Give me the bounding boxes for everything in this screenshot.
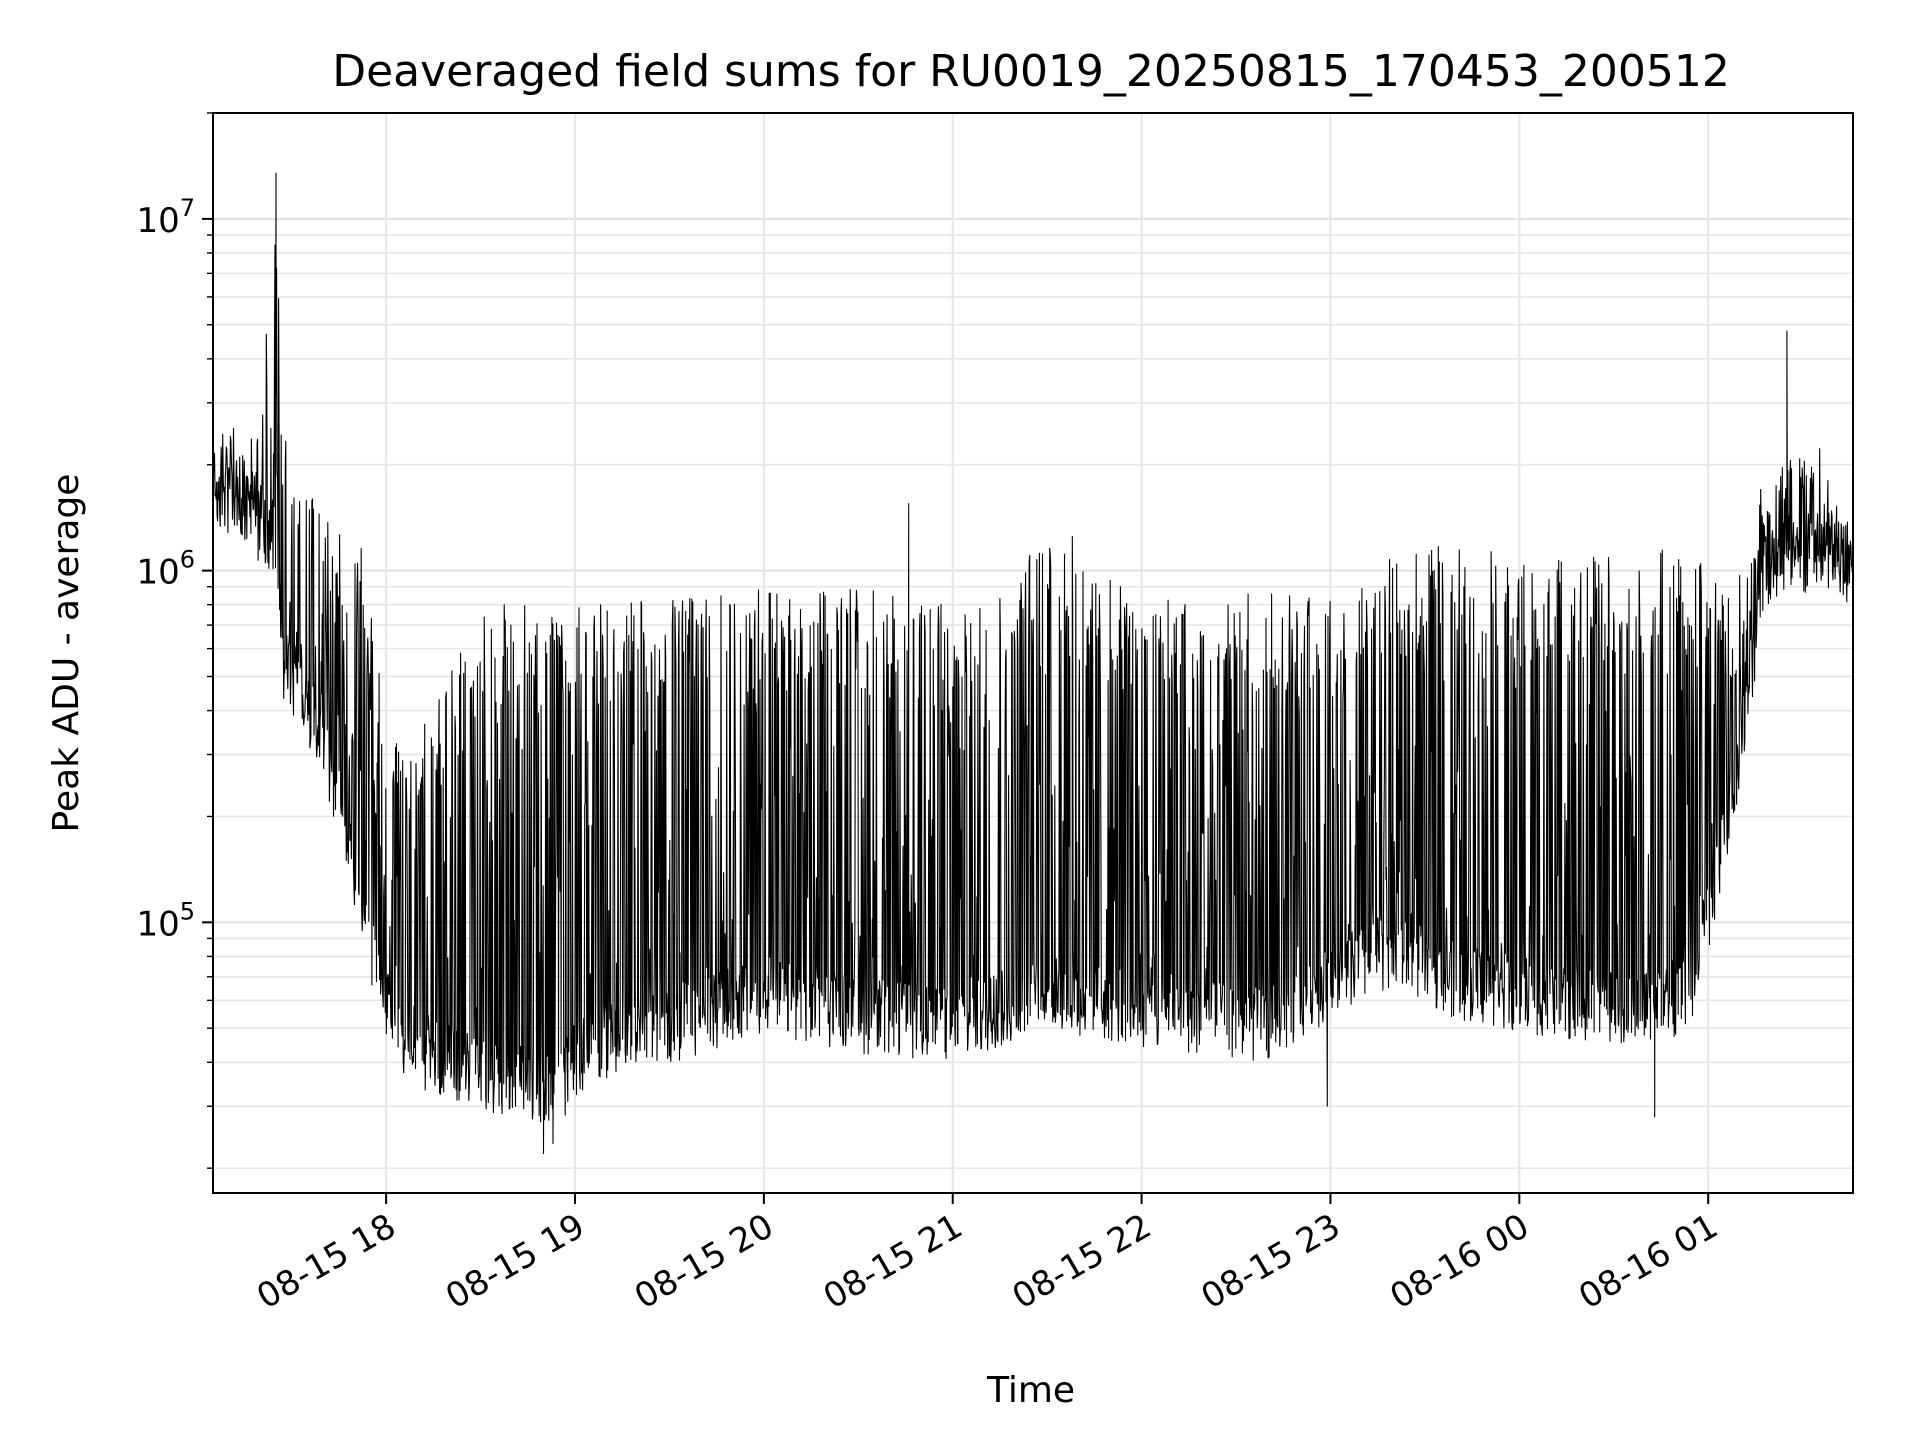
y-tick-label: 105	[136, 897, 195, 944]
series-line	[212, 172, 1854, 1155]
y-axis: 105 106 107	[136, 112, 213, 1169]
series-path	[212, 172, 1854, 1155]
y-tick-label: 107	[136, 194, 195, 241]
x-axis-label: Time	[986, 1370, 1075, 1411]
y-tick-label: 106	[136, 546, 195, 593]
y-axis-label: Peak ADU - average	[46, 474, 87, 833]
chart-title: Deaveraged field sums for RU0019_2025081…	[332, 46, 1730, 97]
plot-frame	[212, 112, 1854, 1194]
